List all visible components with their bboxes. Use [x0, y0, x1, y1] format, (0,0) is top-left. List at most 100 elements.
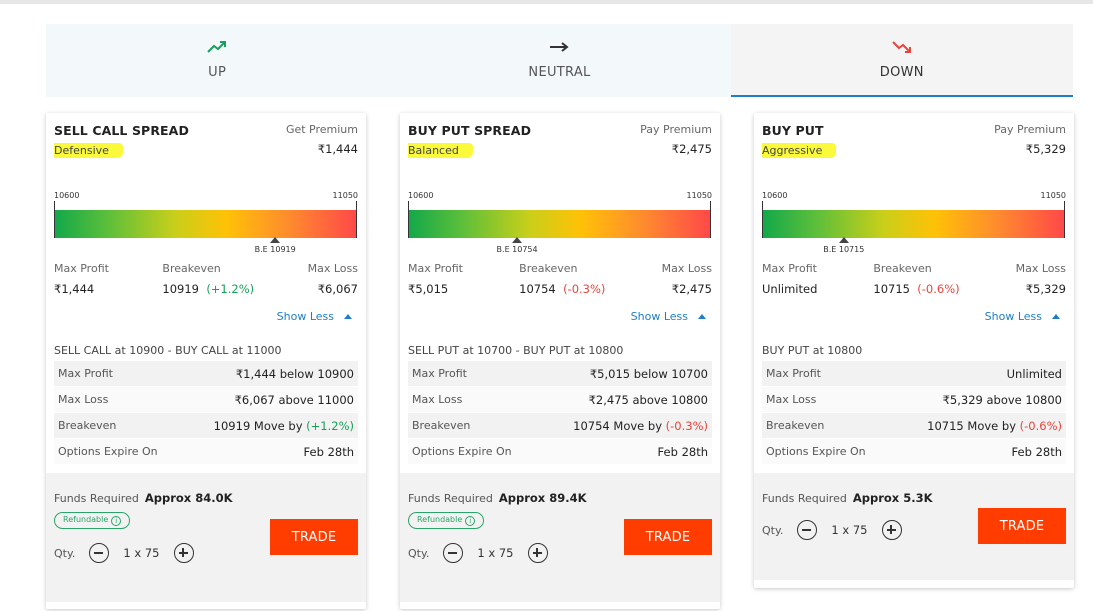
table-row: Max Profit ₹5,015 below 10700: [408, 361, 712, 387]
row-value: 10754 Move by: [573, 418, 662, 433]
breakeven-value: 10919: [162, 282, 199, 296]
row-label: Breakeven: [412, 419, 471, 432]
tab-down-label: DOWN: [879, 65, 924, 80]
row-label: Max Loss: [412, 393, 463, 406]
premium-value: ₹1,444: [317, 142, 358, 156]
qty-decrease-icon[interactable]: [797, 520, 818, 540]
strategy-legs: SELL PUT at 10700 - BUY PUT at 10800: [408, 344, 624, 357]
qty-value: 1 x 75: [477, 546, 514, 560]
tab-down[interactable]: DOWN: [730, 24, 1074, 97]
table-row: Options Expire On Feb 28th: [54, 439, 358, 465]
row-value: 10715 Move by: [927, 418, 1016, 433]
max-loss-label: Max Loss: [307, 262, 358, 275]
trend-up-icon: [46, 39, 388, 59]
breakeven-label: Breakeven: [162, 262, 221, 275]
tab-neutral[interactable]: NEUTRAL: [388, 24, 730, 97]
qty-decrease-icon[interactable]: [443, 543, 464, 563]
info-icon[interactable]: i: [111, 516, 122, 526]
breakeven-pointer-icon: [270, 237, 281, 243]
premium-label: Pay Premium: [640, 123, 712, 136]
premium-value: ₹2,475: [671, 142, 712, 156]
details-table: Max Profit ₹5,015 below 10700 Max Loss ₹2,…: [408, 361, 712, 465]
row-label: Max Profit: [766, 367, 821, 380]
show-less-toggle[interactable]: Show Less: [408, 310, 712, 324]
breakeven-pointer-icon: [512, 237, 523, 243]
funds-value: Approx 84.0K: [144, 491, 233, 505]
payoff-range: 10600 11050 B.E 10754: [408, 169, 712, 259]
strategy-card-sell-call-spread: SELL CALL SPREAD Defensive Get Premium ₹…: [46, 113, 366, 609]
max-profit-value: ₹5,015: [408, 282, 449, 296]
trade-button[interactable]: TRADE: [270, 519, 358, 555]
tab-up[interactable]: UP: [46, 24, 388, 97]
table-row: Max Loss ₹6,067 above 11000: [54, 387, 358, 413]
strategy-title: BUY PUT: [762, 123, 824, 138]
table-row: Options Expire On Feb 28th: [408, 439, 712, 465]
trade-button[interactable]: TRADE: [978, 508, 1066, 544]
tab-up-label: UP: [208, 65, 227, 80]
table-row: Options Expire On Feb 28th: [762, 439, 1066, 465]
range-high: 11050: [1040, 191, 1066, 200]
show-less-label: Show Less: [276, 310, 334, 323]
range-low: 10600: [54, 191, 80, 200]
qty-decrease-icon[interactable]: [89, 543, 110, 563]
qty-value: 1 x 75: [831, 523, 868, 537]
breakeven-marker-label: B.E 10919: [254, 245, 296, 254]
tab-neutral-label: NEUTRAL: [528, 65, 591, 80]
qty-label: Qty.: [54, 546, 76, 560]
qty-increase-icon[interactable]: [173, 543, 194, 563]
show-less-toggle[interactable]: Show Less: [54, 310, 358, 324]
row-label: Options Expire On: [58, 445, 158, 458]
row-label: Max Loss: [58, 393, 109, 406]
quantity-stepper: Qty. 1 x 75: [762, 520, 1066, 540]
show-less-toggle[interactable]: Show Less: [762, 310, 1066, 324]
row-value: Feb 28th: [657, 444, 708, 459]
caret-up-icon: [698, 314, 706, 319]
breakeven-change: (+1.2%): [206, 282, 255, 296]
risk-tag: Aggressive: [762, 143, 837, 158]
quantity-stepper: Qty. 1 x 75: [54, 543, 358, 563]
trend-tabs: UP NEUTRAL DOWN: [46, 24, 1074, 97]
risk-gradient-bar: [54, 201, 357, 238]
row-label: Max Profit: [412, 367, 467, 380]
row-value: ₹2,475 above 10800: [588, 392, 708, 407]
risk-tag: Defensive: [54, 143, 123, 158]
max-profit-value: ₹1,444: [54, 282, 95, 296]
funds-label: Funds Required: [408, 492, 493, 505]
refundable-badge: Refundable i: [408, 512, 485, 529]
breakeven-label: Breakeven: [873, 262, 932, 275]
strategy-title: SELL CALL SPREAD: [54, 123, 189, 138]
row-value: Unlimited: [1006, 366, 1062, 381]
max-loss-label: Max Loss: [1015, 262, 1066, 275]
row-value: 10919 Move by: [213, 418, 303, 433]
row-change: (-0.3%): [665, 418, 708, 433]
row-value: ₹1,444 below 10900: [235, 366, 354, 381]
qty-increase-icon[interactable]: [527, 543, 548, 563]
row-label: Breakeven: [766, 419, 825, 432]
row-change: (-0.6%): [1019, 418, 1062, 433]
breakeven-value: 10715: [873, 282, 910, 296]
max-profit-label: Max Profit: [54, 262, 109, 275]
risk-gradient-bar: [408, 201, 711, 238]
top-divider: [0, 0, 1093, 4]
info-icon[interactable]: i: [465, 516, 476, 526]
show-less-label: Show Less: [630, 310, 688, 323]
max-loss-label: Max Loss: [661, 262, 712, 275]
max-profit-value: Unlimited: [762, 282, 818, 296]
row-label: Max Profit: [58, 367, 113, 380]
qty-increase-icon[interactable]: [881, 520, 902, 540]
trend-down-icon: [731, 39, 1073, 59]
row-label: Breakeven: [58, 419, 117, 432]
table-row: Breakeven 10715 Move by (-0.6%): [762, 413, 1066, 439]
caret-up-icon: [1052, 314, 1060, 319]
max-profit-label: Max Profit: [762, 262, 817, 275]
trade-button[interactable]: TRADE: [624, 519, 712, 555]
strategy-card-buy-put: BUY PUT Aggressive Pay Premium ₹5,329 10…: [754, 113, 1074, 588]
max-loss-value: ₹5,329: [1025, 282, 1066, 296]
table-row: Breakeven 10754 Move by (-0.3%): [408, 413, 712, 439]
strategy-legs: BUY PUT at 10800: [762, 344, 863, 357]
show-less-label: Show Less: [984, 310, 1042, 323]
funds-section: Funds Required Approx 84.0K Refundable i Q…: [46, 473, 366, 602]
row-value: ₹5,329 above 10800: [942, 392, 1062, 407]
arrow-right-icon: [388, 39, 730, 59]
payoff-range: 10600 11050 B.E 10919: [54, 169, 358, 259]
